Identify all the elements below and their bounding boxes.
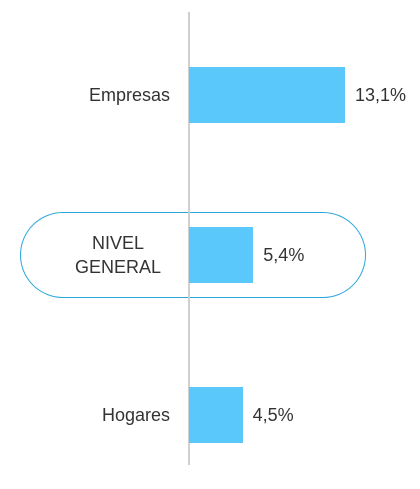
bar	[189, 387, 243, 443]
category-label: Hogares	[101, 405, 170, 425]
bar	[189, 67, 345, 123]
bar	[189, 227, 254, 283]
value-label: 4,5%	[252, 405, 294, 425]
value-label: 5,4%	[263, 245, 305, 265]
category-label: Empresas	[88, 85, 170, 105]
highlight-pill	[20, 212, 366, 298]
value-label: 13,1%	[355, 85, 407, 105]
axis-line	[188, 12, 190, 465]
category-label: NIVEL GENERAL	[74, 233, 162, 277]
